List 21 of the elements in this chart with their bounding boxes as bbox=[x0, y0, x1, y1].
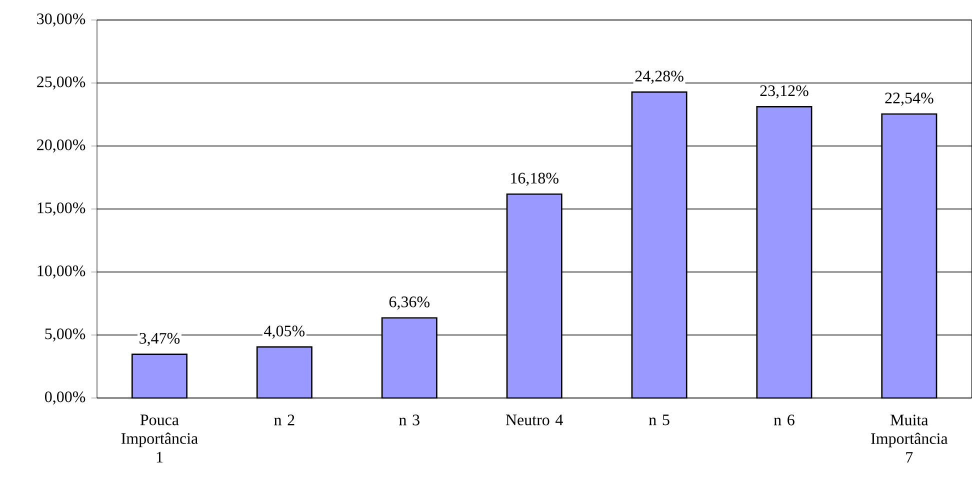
y-tick-label: 25,00% bbox=[37, 76, 86, 90]
y-tick-label: 15,00% bbox=[38, 202, 86, 216]
data-label: 23,12% bbox=[760, 85, 808, 98]
data-label: 3,47% bbox=[140, 332, 180, 346]
y-tick-label: 10,00% bbox=[38, 265, 86, 279]
x-tick-label: Pouca Importância 1 bbox=[121, 414, 198, 462]
data-label: 4,05% bbox=[264, 326, 305, 339]
y-tick-label: 20,00% bbox=[37, 139, 86, 153]
x-tick-label: n 2 bbox=[274, 414, 294, 426]
data-label: 16,18% bbox=[511, 172, 558, 186]
y-tick-label: 0,00% bbox=[44, 391, 86, 405]
data-label: 6,36% bbox=[389, 296, 430, 310]
x-tick-label: Muita Importância 7 bbox=[871, 414, 948, 463]
x-tick-label: n 6 bbox=[774, 414, 794, 426]
y-tick-label: 30,00% bbox=[37, 13, 86, 27]
y-tick-label: 5,00% bbox=[45, 328, 86, 342]
x-tick-label: n 3 bbox=[399, 414, 420, 426]
x-tick-label: n 5 bbox=[648, 414, 670, 426]
data-label: 22,54% bbox=[885, 92, 934, 106]
x-tick-label: Neutro 4 bbox=[506, 414, 563, 426]
data-label: 24,28% bbox=[635, 70, 684, 84]
